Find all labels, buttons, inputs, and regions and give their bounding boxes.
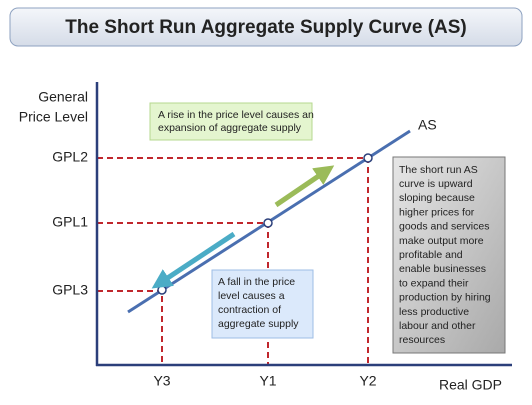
point: [363, 153, 373, 163]
x-level: Y1: [259, 373, 276, 389]
note-line: resources: [399, 334, 445, 346]
title-box: [9, 7, 523, 47]
note-line: A rise in the price level causes an: [158, 109, 314, 121]
note-line: to expand their: [399, 277, 469, 289]
x-level: Y2: [359, 373, 376, 389]
note-line: profitable and: [399, 249, 463, 261]
note-line: sloping because: [399, 192, 475, 204]
y-level: GPL2: [52, 149, 88, 165]
note-line: curve is upward: [399, 178, 473, 190]
rise-arrow: [274, 165, 335, 208]
title: The Short Run Aggregate Supply Curve (AS…: [65, 17, 467, 38]
note-line: contraction of: [218, 304, 281, 316]
note-line: less productive: [399, 306, 469, 318]
note-line: enable businesses: [399, 263, 486, 275]
note-line: goods and services: [399, 221, 489, 233]
guide-y3: [97, 290, 163, 365]
y-axis-label: General: [38, 89, 88, 105]
fall-arrow: [151, 231, 236, 289]
y-axis-label: Price Level: [19, 109, 88, 125]
x-level: Y3: [153, 373, 170, 389]
y-level: GPL3: [52, 282, 88, 298]
note-line: labour and other: [399, 320, 476, 332]
point: [263, 218, 273, 228]
note-line: make output more: [399, 235, 484, 247]
note-line: production by hiring: [399, 292, 491, 304]
point: [157, 285, 167, 295]
note-line: A fall in the price: [218, 276, 295, 288]
notes: A rise in the price level causes anexpan…: [158, 109, 491, 346]
curve-label: AS: [418, 117, 437, 133]
explanation-box: [392, 156, 506, 354]
x-axis-label: Real GDP: [439, 377, 502, 393]
fall-box: [211, 269, 314, 339]
note-line: expansion of aggregate supply: [158, 122, 302, 134]
rise-box: [149, 102, 313, 141]
note-line: level causes a: [218, 290, 285, 302]
y-level: GPL1: [52, 214, 88, 230]
note-line: The short run AS: [399, 164, 478, 176]
note-line: higher prices for: [399, 206, 475, 218]
note-line: aggregate supply: [218, 318, 299, 330]
